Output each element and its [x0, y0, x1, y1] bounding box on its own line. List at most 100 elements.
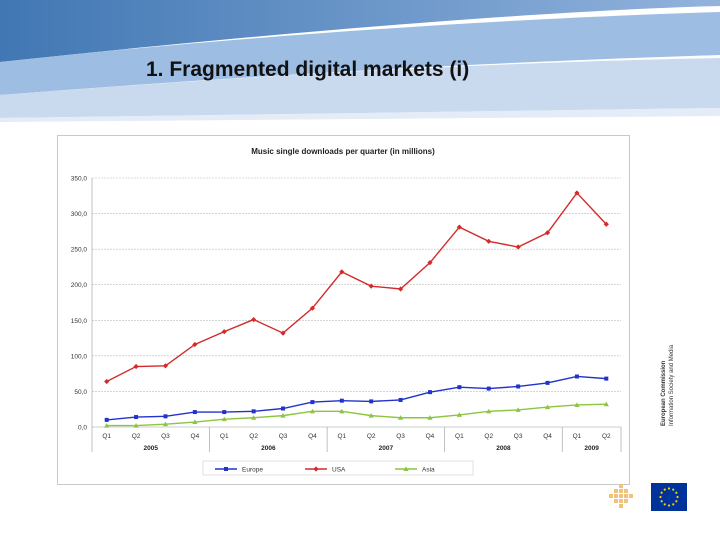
- legend-label: Asia: [422, 467, 435, 474]
- data-point: [457, 385, 462, 390]
- data-point: [544, 230, 551, 236]
- data-point: [251, 409, 256, 414]
- flag-star: [667, 487, 671, 490]
- data-point: [486, 386, 491, 391]
- y-tick-label: 150,0: [71, 318, 88, 325]
- series-line: [106, 375, 607, 421]
- flag-star: [675, 491, 678, 494]
- y-tick-label: 200,0: [71, 282, 88, 289]
- year-label: 2006: [261, 445, 276, 452]
- x-tick-label: Q3: [161, 433, 170, 440]
- x-tick-label: Q4: [543, 433, 552, 440]
- legend-label: USA: [332, 467, 346, 474]
- data-point: [104, 417, 109, 422]
- x-tick-label: Q2: [367, 433, 376, 440]
- flag-star: [672, 503, 675, 506]
- flag-star: [676, 495, 679, 499]
- x-tick-label: Q1: [455, 433, 464, 440]
- x-tick-label: Q2: [249, 433, 258, 440]
- data-point: [281, 406, 286, 411]
- flag-star: [672, 488, 675, 491]
- data-point: [192, 419, 198, 425]
- flag-star: [660, 500, 663, 503]
- data-point: [192, 410, 197, 415]
- data-point: [603, 401, 609, 407]
- flag-star: [663, 488, 666, 491]
- data-point: [133, 422, 139, 428]
- data-point: [515, 407, 521, 412]
- data-point: [486, 238, 492, 244]
- legend-box: [202, 460, 474, 476]
- data-point: [398, 397, 403, 402]
- data-point: [280, 413, 286, 418]
- data-point: [397, 286, 404, 292]
- data-point: [309, 408, 316, 414]
- x-tick-label: Q2: [484, 433, 493, 440]
- x-tick-label: Q4: [308, 433, 317, 440]
- series-line: [106, 191, 607, 383]
- year-label: 2009: [584, 445, 599, 452]
- data-point: [162, 363, 169, 369]
- x-tick-label: Q1: [220, 433, 229, 440]
- flag-star: [667, 504, 671, 507]
- x-tick-label: Q2: [602, 433, 611, 440]
- data-point: [104, 378, 110, 385]
- data-point: [427, 415, 433, 420]
- x-tick-label: Q4: [191, 433, 200, 440]
- dg-name: Information Society and Media: [669, 344, 675, 426]
- x-tick-label: Q1: [102, 433, 111, 440]
- x-tick-label: Q2: [132, 433, 141, 440]
- flag-star: [660, 491, 663, 494]
- data-point: [516, 384, 521, 389]
- year-label: 2007: [379, 445, 394, 452]
- data-point: [339, 398, 344, 403]
- data-point: [310, 400, 315, 405]
- dots-logo-icon: [609, 484, 633, 508]
- data-point: [224, 467, 228, 471]
- data-point: [339, 269, 345, 275]
- flag-star: [663, 503, 666, 506]
- y-tick-label: 0,0: [78, 425, 87, 432]
- y-tick-label: 50,0: [74, 389, 87, 396]
- legend-item: Europe: [215, 467, 263, 474]
- line-chart: Music single downloads per quarter (in m…: [71, 147, 622, 476]
- data-point: [104, 422, 110, 428]
- data-point: [163, 414, 168, 419]
- data-point: [604, 376, 609, 381]
- x-tick-label: Q1: [573, 433, 582, 440]
- data-point: [574, 190, 580, 196]
- slide-title: 1. Fragmented digital markets (i): [146, 58, 470, 81]
- x-tick-label: Q3: [279, 433, 288, 440]
- flag-star: [659, 495, 662, 499]
- y-tick-label: 100,0: [71, 353, 88, 360]
- data-point: [486, 408, 492, 414]
- y-tick-label: 350,0: [71, 176, 88, 183]
- legend-item: USA: [305, 466, 346, 474]
- x-tick-label: Q3: [514, 433, 523, 440]
- data-point: [222, 410, 227, 415]
- ec-side-label: European Commission Information Society …: [658, 345, 678, 476]
- chart-frame: Music single downloads per quarter (in m…: [57, 135, 630, 485]
- x-tick-label: Q4: [426, 433, 435, 440]
- series-europe: [104, 374, 609, 422]
- series-asia: [104, 401, 609, 428]
- legend-label: Europe: [242, 467, 263, 474]
- data-point: [427, 390, 432, 395]
- data-point: [397, 415, 404, 420]
- data-point: [456, 224, 462, 230]
- flag-star: [675, 500, 678, 503]
- data-point: [162, 421, 169, 427]
- legend-item: Asia: [395, 466, 435, 474]
- data-point: [574, 374, 579, 379]
- data-point: [368, 283, 374, 289]
- data-point: [544, 404, 551, 410]
- data-point: [280, 330, 286, 336]
- year-label: 2005: [144, 445, 159, 452]
- data-point: [251, 415, 257, 420]
- y-tick-label: 300,0: [71, 211, 88, 218]
- data-point: [603, 221, 609, 227]
- data-point: [339, 408, 345, 414]
- y-tick-label: 250,0: [71, 247, 88, 254]
- data-point: [456, 412, 462, 417]
- chart-title: Music single downloads per quarter (in m…: [251, 147, 435, 156]
